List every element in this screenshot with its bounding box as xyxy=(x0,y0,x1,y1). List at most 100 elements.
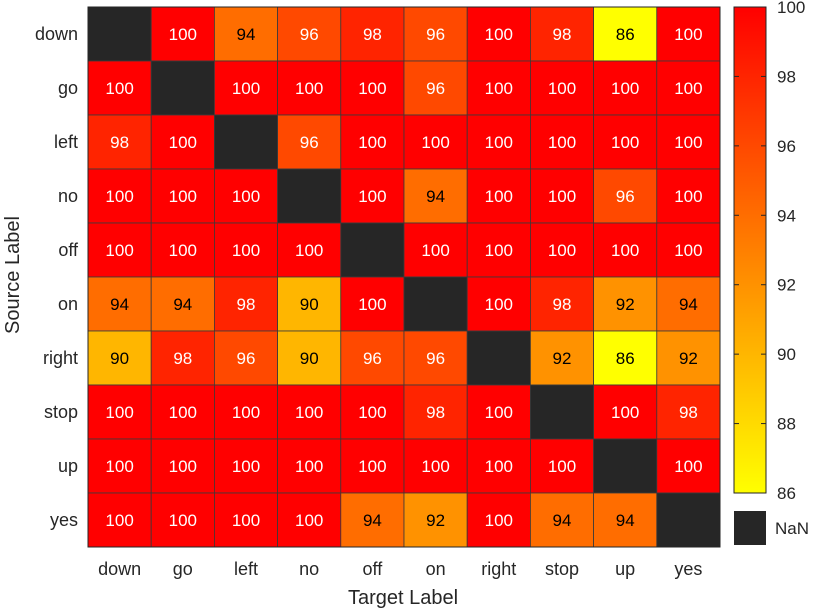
cell-value-label: 90 xyxy=(300,349,319,368)
cell-value-label: 100 xyxy=(485,295,513,314)
heatmap-cell xyxy=(213,114,278,170)
colorbar-tick-label: 98 xyxy=(777,67,796,86)
heatmap-cell xyxy=(466,114,531,170)
plot-border xyxy=(87,6,721,548)
cell-value-label: 100 xyxy=(105,79,133,98)
cell-value-label: 100 xyxy=(232,457,260,476)
cell-value-label: 100 xyxy=(674,187,702,206)
heatmap-cell xyxy=(213,60,278,116)
cell-value-label: 98 xyxy=(110,133,129,152)
cell-value-label: 100 xyxy=(169,457,197,476)
heatmap-cell xyxy=(656,6,721,62)
cell-value-label: 100 xyxy=(674,457,702,476)
heatmap-cell xyxy=(656,168,721,224)
cell-value-label: 100 xyxy=(169,133,197,152)
cell-value-label: 100 xyxy=(674,241,702,260)
cell-value-label: 94 xyxy=(237,25,256,44)
heatmap-cell xyxy=(403,330,468,386)
cell-value-label: 100 xyxy=(232,79,260,98)
heatmap-cell xyxy=(340,384,405,440)
cell-value-label: 100 xyxy=(358,133,386,152)
cell-value-label: 100 xyxy=(548,187,576,206)
cell-value-label: 100 xyxy=(674,25,702,44)
heatmap-cell xyxy=(593,384,658,440)
heatmap-cell xyxy=(403,168,468,224)
heatmap-cell xyxy=(87,330,152,386)
y-tick-labels: down go left no off on right stop up yes xyxy=(35,24,79,530)
cell-value-label: 100 xyxy=(485,133,513,152)
colorbar-tick-label: 86 xyxy=(777,484,796,503)
cell-value-label: 100 xyxy=(232,511,260,530)
colorbar-tick-label: 100 xyxy=(777,0,805,17)
heatmap-cell xyxy=(213,222,278,278)
cell-value-label: 98 xyxy=(553,25,572,44)
cell-value-label: 100 xyxy=(485,511,513,530)
heatmap-cell xyxy=(213,384,278,440)
colorbar-tick-label: 94 xyxy=(777,206,796,225)
heatmap-cell xyxy=(277,168,342,224)
heatmap-cell xyxy=(87,276,152,332)
cell-value-label: 94 xyxy=(363,511,382,530)
heatmap-cell xyxy=(403,222,468,278)
cell-value-label: 94 xyxy=(173,295,192,314)
heatmap-cell xyxy=(656,492,721,548)
cell-value-label: 100 xyxy=(485,79,513,98)
heatmap-cell xyxy=(340,6,405,62)
heatmap-cell xyxy=(466,168,531,224)
heatmap-cell xyxy=(277,276,342,332)
nan-label: NaN xyxy=(775,519,809,538)
cell-value-label: 98 xyxy=(679,403,698,422)
y-tick-label: no xyxy=(58,186,78,206)
cell-value-label: 96 xyxy=(426,25,445,44)
cell-value-label: 100 xyxy=(485,241,513,260)
heatmap-cell xyxy=(340,168,405,224)
cell-value-label: 98 xyxy=(426,403,445,422)
heatmap-cell xyxy=(593,222,658,278)
cell-value-label: 100 xyxy=(295,241,323,260)
heatmap-cell xyxy=(530,6,595,62)
heatmap-cell xyxy=(340,222,405,278)
cell-value-label: 100 xyxy=(358,187,386,206)
cell-value-label: 100 xyxy=(674,79,702,98)
cell-value-label: 100 xyxy=(232,241,260,260)
x-tick-label: left xyxy=(234,559,258,579)
cell-value-label: 100 xyxy=(548,457,576,476)
cell-value-label: 100 xyxy=(232,403,260,422)
colorbar-gradient xyxy=(733,6,767,494)
heatmap-cell xyxy=(340,438,405,494)
heatmap-cell xyxy=(466,222,531,278)
cell-value-label: 100 xyxy=(485,403,513,422)
x-tick-label: right xyxy=(481,559,516,579)
heatmap-cell xyxy=(530,168,595,224)
heatmap-cell xyxy=(530,330,595,386)
heatmap-cell xyxy=(277,384,342,440)
heatmap-cell xyxy=(593,276,658,332)
cell-value-label: 100 xyxy=(674,133,702,152)
cell-value-label: 100 xyxy=(485,457,513,476)
cell-value-label: 90 xyxy=(110,349,129,368)
heatmap-cell xyxy=(403,384,468,440)
y-tick-label: yes xyxy=(50,510,78,530)
heatmap-cell xyxy=(593,114,658,170)
heatmap-cell xyxy=(593,492,658,548)
cell-value-label: 90 xyxy=(300,295,319,314)
colorbar-tick-label: 90 xyxy=(777,345,796,364)
cell-value-label: 100 xyxy=(295,511,323,530)
y-tick-label: on xyxy=(58,294,78,314)
cell-value-label: 98 xyxy=(173,349,192,368)
heatmap-cell xyxy=(530,492,595,548)
cell-value-label: 92 xyxy=(553,349,572,368)
heatmap-cell xyxy=(150,384,215,440)
colorbar-tick-label: 88 xyxy=(777,415,796,434)
cell-value-label: 92 xyxy=(679,349,698,368)
heatmap-cell xyxy=(530,114,595,170)
cell-value-label: 100 xyxy=(295,79,323,98)
cell-value-label: 100 xyxy=(421,133,449,152)
y-tick-label: stop xyxy=(44,402,78,422)
heatmap-cells xyxy=(87,6,721,548)
cell-value-label: 96 xyxy=(363,349,382,368)
y-tick-label: go xyxy=(58,78,78,98)
heatmap-cell xyxy=(340,492,405,548)
heatmap-cell xyxy=(277,438,342,494)
